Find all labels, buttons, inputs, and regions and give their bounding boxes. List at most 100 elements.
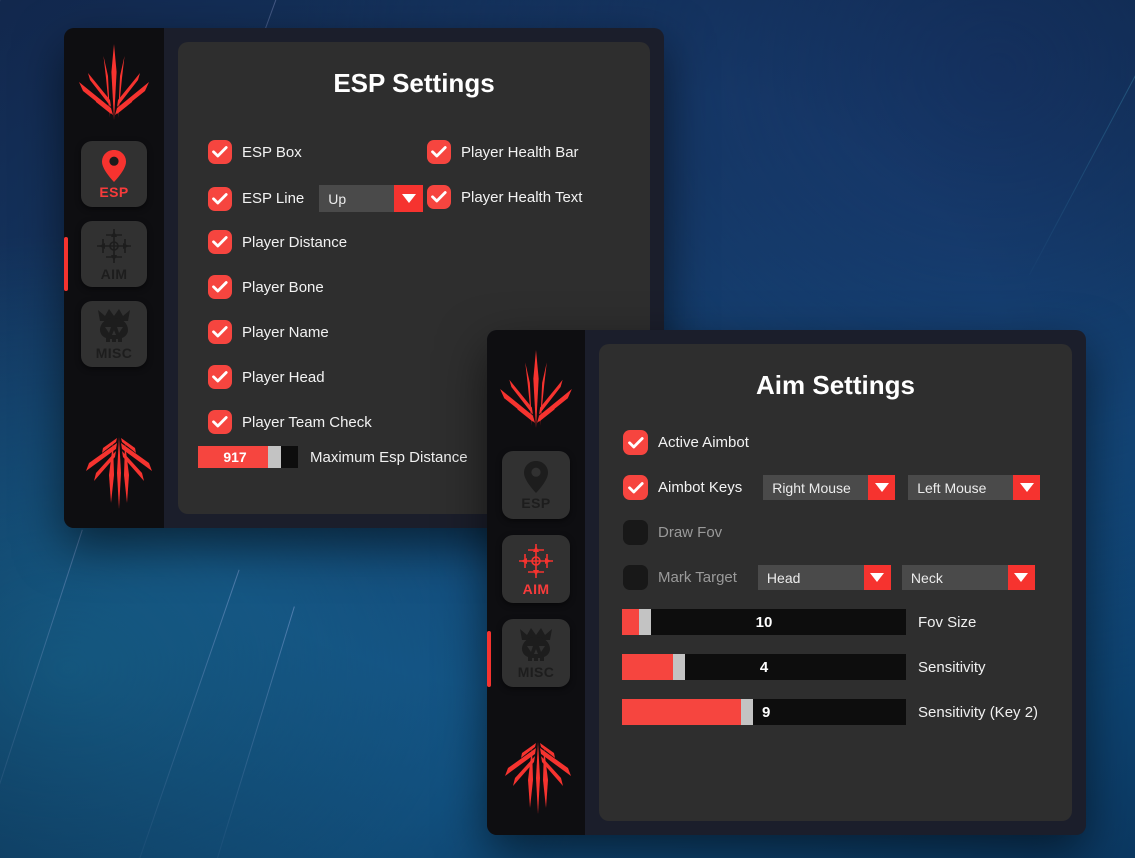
- sidebar-item-label-aim: AIM: [522, 580, 550, 597]
- checkbox-row-active-aimbot[interactable]: Active Aimbot: [623, 430, 749, 455]
- map-pin-icon: [101, 149, 127, 183]
- checkbox-row-esp-line[interactable]: ESP Line Up: [208, 185, 424, 212]
- check-icon: [627, 481, 644, 493]
- sidebar-item-label-esp: ESP: [521, 494, 551, 511]
- slider-fov-size[interactable]: 10: [622, 609, 906, 635]
- checkbox-player-health-text[interactable]: [427, 185, 451, 209]
- winged-emblem-logo-icon: [503, 738, 573, 821]
- checkbox-label-player-bone: Player Bone: [242, 278, 324, 296]
- slider-value-fov-size: 10: [755, 613, 773, 631]
- slider-row-maximum-esp-distance[interactable]: 917 Maximum Esp Distance: [198, 446, 468, 468]
- aim-content: Aim Settings Active Aimbot Aimbot Keys R…: [585, 330, 1086, 835]
- checkbox-player-bone[interactable]: [208, 275, 232, 299]
- map-pin-icon: [523, 460, 549, 494]
- dropdown-value-mark-target-2: Neck: [910, 569, 943, 586]
- check-icon: [212, 236, 228, 248]
- checkbox-label-player-distance: Player Distance: [242, 233, 348, 251]
- slider-row-sensitivity-key-2[interactable]: 9 Sensitivity (Key 2): [622, 699, 1038, 725]
- slider-caption-maximum-esp-distance: Maximum Esp Distance: [310, 448, 468, 466]
- dropdown-value-esp-line: Up: [328, 190, 347, 207]
- page-title-aim: Aim Settings: [756, 370, 915, 400]
- slider-row-fov-size[interactable]: 10 Fov Size: [622, 609, 976, 635]
- check-icon: [627, 436, 644, 448]
- winged-emblem-logo-icon: [84, 433, 154, 516]
- check-icon: [212, 371, 228, 383]
- slider-handle[interactable]: [673, 654, 686, 680]
- checkbox-player-head[interactable]: [208, 365, 232, 389]
- checkbox-label-esp-line: ESP Line: [242, 190, 305, 207]
- slider-maximum-esp-distance[interactable]: 917: [198, 446, 298, 468]
- checkbox-draw-fov[interactable]: [623, 520, 648, 545]
- chevron-down-icon[interactable]: [868, 475, 896, 500]
- aim-nav-group: ESP: [487, 435, 585, 687]
- checkbox-player-team-check[interactable]: [208, 410, 232, 434]
- checkbox-row-player-head[interactable]: Player Head: [208, 365, 325, 389]
- sidebar-item-misc[interactable]: MISC: [502, 619, 570, 687]
- checkbox-row-mark-target[interactable]: Mark Target Head Neck: [623, 565, 1035, 590]
- checkbox-row-esp-box[interactable]: ESP Box: [208, 140, 302, 164]
- checkbox-label-aimbot-keys: Aimbot Keys: [658, 479, 743, 496]
- slider-sensitivity-key-2[interactable]: 9: [622, 699, 906, 725]
- slider-row-sensitivity[interactable]: 4 Sensitivity: [622, 654, 986, 680]
- checkbox-active-aimbot[interactable]: [623, 430, 648, 455]
- esp-sidebar: ESP: [64, 28, 164, 528]
- sidebar-item-label-esp: ESP: [99, 183, 129, 200]
- check-icon: [431, 146, 447, 158]
- sidebar-item-aim[interactable]: AIM: [502, 535, 570, 603]
- check-icon: [212, 192, 228, 204]
- chevron-down-icon[interactable]: [863, 565, 891, 590]
- checkbox-player-distance[interactable]: [208, 230, 232, 254]
- sidebar-item-label-misc: MISC: [517, 663, 555, 680]
- checkbox-player-health-bar[interactable]: [427, 140, 451, 164]
- dropdown-aimbot-key-1[interactable]: Right Mouse: [763, 475, 896, 500]
- aim-sidebar: ESP: [487, 330, 585, 835]
- dropdown-aimbot-key-2[interactable]: Left Mouse: [908, 475, 1041, 500]
- checkbox-player-name[interactable]: [208, 320, 232, 344]
- checkbox-label-player-team-check: Player Team Check: [242, 413, 372, 431]
- chevron-down-icon[interactable]: [394, 185, 424, 212]
- sidebar-item-misc[interactable]: MISC: [81, 301, 147, 367]
- crowned-skull-icon: [94, 308, 134, 344]
- dropdown-esp-line-direction[interactable]: Up: [319, 185, 424, 212]
- slider-handle[interactable]: [268, 446, 281, 468]
- checkbox-row-player-name[interactable]: Player Name: [208, 320, 329, 344]
- chevron-down-icon[interactable]: [1013, 475, 1041, 500]
- checkbox-esp-box[interactable]: [208, 140, 232, 164]
- slider-handle[interactable]: [741, 699, 754, 725]
- chevron-down-icon[interactable]: [1007, 565, 1035, 590]
- checkbox-row-player-team-check[interactable]: Player Team Check: [208, 410, 372, 434]
- checkbox-esp-line[interactable]: [208, 186, 232, 211]
- esp-settings-window: ESP: [64, 28, 664, 528]
- checkbox-row-aimbot-keys[interactable]: Aimbot Keys Right Mouse Left Mouse: [623, 475, 1041, 500]
- checkbox-label-active-aimbot: Active Aimbot: [658, 434, 749, 451]
- checkbox-label-mark-target: Mark Target: [658, 569, 737, 586]
- checkbox-row-player-bone[interactable]: Player Bone: [208, 275, 324, 299]
- slider-fill: [198, 446, 268, 468]
- checkbox-row-player-distance[interactable]: Player Distance: [208, 230, 347, 254]
- dropdown-value-mark-target-1: Head: [766, 569, 801, 586]
- checkbox-row-player-health-bar[interactable]: Player Health Bar: [427, 140, 579, 164]
- checkbox-label-player-health-bar: Player Health Bar: [461, 143, 579, 161]
- bg-streak-5: [1029, 44, 1135, 276]
- check-icon: [212, 326, 228, 338]
- checkbox-aimbot-keys[interactable]: [623, 475, 648, 500]
- checkbox-label-player-head: Player Head: [242, 368, 325, 386]
- crosshair-icon: [516, 542, 556, 580]
- slider-handle[interactable]: [639, 609, 652, 635]
- checkbox-mark-target[interactable]: [623, 565, 648, 590]
- dropdown-mark-target-1[interactable]: Head: [757, 565, 891, 590]
- dropdown-mark-target-2[interactable]: Neck: [901, 565, 1035, 590]
- sidebar-item-esp[interactable]: ESP: [502, 451, 570, 519]
- bg-streak-2: [0, 529, 83, 858]
- slider-fill: [622, 699, 742, 725]
- dropdown-value-aimbot-key-2: Left Mouse: [917, 479, 987, 496]
- crowned-skull-icon: [516, 627, 556, 663]
- checkbox-row-player-health-text[interactable]: Player Health Text: [427, 185, 582, 209]
- checkbox-row-draw-fov[interactable]: Draw Fov: [623, 520, 722, 545]
- slider-sensitivity[interactable]: 4: [622, 654, 906, 680]
- checkbox-label-player-health-text: Player Health Text: [461, 188, 583, 206]
- active-indicator-aim: [487, 631, 491, 687]
- sidebar-item-esp[interactable]: ESP: [81, 141, 147, 207]
- sidebar-item-label-misc: MISC: [95, 344, 133, 361]
- sidebar-item-aim[interactable]: AIM: [81, 221, 147, 287]
